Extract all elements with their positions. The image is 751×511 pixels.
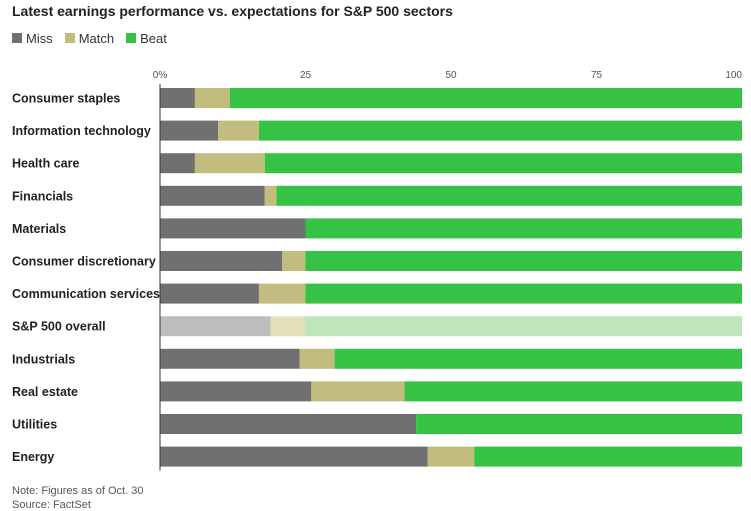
bar-miss bbox=[160, 185, 265, 206]
x-tick-label: 25 bbox=[300, 70, 312, 81]
bar-beat bbox=[416, 414, 742, 434]
bar-match bbox=[264, 185, 277, 206]
category-label: S&P 500 overall bbox=[12, 320, 106, 334]
category-label: Energy bbox=[12, 450, 54, 464]
bar-miss bbox=[160, 381, 312, 402]
legend-item-match: Match bbox=[64, 30, 115, 46]
bar-beat bbox=[305, 251, 742, 271]
legend-item-miss: Miss bbox=[12, 31, 53, 46]
legend: Miss Match Beat bbox=[12, 30, 179, 46]
bar-miss bbox=[160, 446, 428, 467]
bar-miss bbox=[160, 414, 417, 434]
bar-beat bbox=[258, 120, 742, 141]
bar-miss bbox=[160, 153, 195, 174]
bar-miss bbox=[160, 316, 271, 337]
category-label: Financials bbox=[12, 189, 73, 203]
legend-item-beat: Beat bbox=[126, 31, 167, 46]
chart-note: Note: Figures as of Oct. 30 bbox=[12, 485, 144, 497]
bar-beat bbox=[305, 283, 742, 304]
bar-miss bbox=[160, 120, 219, 141]
legend-label-miss: Miss bbox=[26, 30, 53, 46]
bar-match bbox=[299, 348, 335, 369]
category-label: Materials bbox=[12, 222, 66, 236]
bar-miss bbox=[160, 88, 195, 108]
bar-beat bbox=[474, 446, 742, 467]
legend-label-match: Match bbox=[78, 30, 115, 46]
chart-source: Source: FactSet bbox=[12, 499, 91, 511]
bar-beat bbox=[305, 218, 742, 239]
chart-title: Latest earnings performance vs. expectat… bbox=[12, 3, 453, 19]
bar-match bbox=[270, 316, 306, 337]
bar-beat bbox=[229, 88, 743, 108]
bar-miss bbox=[160, 348, 300, 369]
category-label: Real estate bbox=[12, 385, 78, 399]
x-tick-label: 100 bbox=[725, 70, 742, 81]
stacked-bar-chart: 0% 25 50 75 100 Consumer staples Information t… bbox=[12, 70, 743, 471]
bar-match bbox=[194, 153, 265, 174]
category-label: Industrials bbox=[12, 352, 75, 366]
bar-miss bbox=[160, 251, 283, 271]
bar-beat bbox=[305, 316, 742, 337]
bar-match bbox=[311, 381, 405, 402]
category-label: Information technology bbox=[12, 124, 151, 138]
category-label: Consumer discretionary bbox=[12, 255, 156, 269]
category-label: Communication services bbox=[12, 287, 160, 301]
bar-beat bbox=[276, 185, 742, 206]
bar-match bbox=[218, 120, 259, 141]
bar-beat bbox=[264, 153, 742, 174]
bar-match bbox=[427, 446, 475, 467]
legend-swatch-miss bbox=[12, 33, 22, 43]
bar-match bbox=[258, 283, 306, 304]
bar-miss bbox=[160, 283, 259, 304]
x-tick-label: 0% bbox=[153, 70, 168, 81]
legend-swatch-match bbox=[64, 33, 75, 43]
bar-beat bbox=[334, 348, 742, 369]
x-tick-label: 75 bbox=[591, 70, 603, 81]
bar-beat bbox=[404, 381, 742, 402]
category-label: Health care bbox=[12, 157, 79, 171]
x-tick-label: 50 bbox=[445, 70, 457, 81]
legend-label-beat: Beat bbox=[140, 30, 167, 46]
category-label: Consumer staples bbox=[12, 92, 120, 106]
category-label: Utilities bbox=[12, 418, 57, 432]
legend-swatch-beat bbox=[126, 33, 137, 43]
bar-match bbox=[282, 251, 306, 271]
bar-match bbox=[194, 88, 230, 108]
bar-miss bbox=[160, 218, 306, 239]
